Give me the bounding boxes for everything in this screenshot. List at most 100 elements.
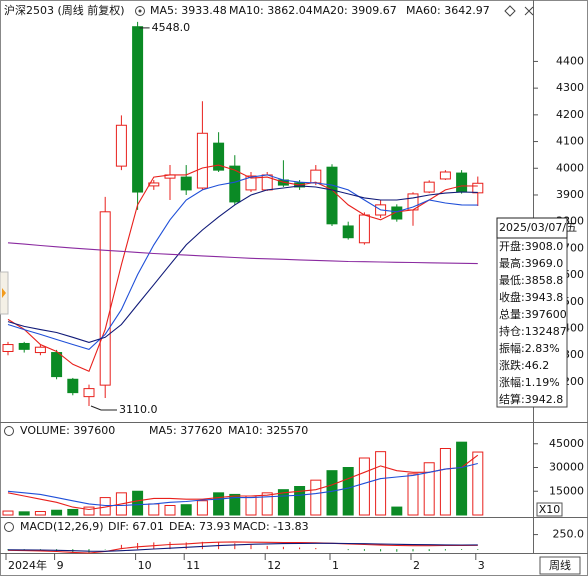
x-tick-label: 11 [186,559,200,572]
volume-bar [375,451,387,516]
volume-bar [407,473,419,516]
candle-body [310,169,322,184]
candle-body [34,346,46,354]
candle-body [472,182,484,194]
volume-bar [277,489,289,516]
candle-body [51,352,63,378]
volume-bar [34,511,46,516]
x-tick-label: 2024年 [8,558,47,572]
candle-body [2,344,14,352]
x-tick-label: 2 [413,559,420,572]
x-tick-label: 9 [57,559,64,572]
candle-body [83,388,95,398]
volume-bar [132,490,144,516]
legend-entry: MA20: 3909.67 [313,4,397,17]
tooltip-row: 结算:3942.8 [499,392,563,406]
tooltip-row: 收盘:3943.8 [499,290,563,304]
side-tab-arrow[interactable] [2,288,6,298]
candle-body [342,225,354,239]
tooltip-row: 最高:3969.0 [499,256,563,270]
x-tick-label: 10 [138,559,152,572]
volume-bar [294,486,306,516]
volume-bar [439,448,451,516]
volume-bar [213,492,225,516]
volume-bar [310,479,322,516]
period-box[interactable] [539,556,581,575]
candle-body [456,172,468,193]
candle-body [229,165,241,203]
candle-body [67,378,79,394]
settings-icon[interactable] [135,6,145,16]
x-tick-label: 3 [478,559,485,572]
macd-label: MACD(12,26,9) [20,520,104,533]
y-tick-label: 4400 [556,54,584,67]
volume-bar [391,506,403,516]
candle-body [245,175,257,191]
legend-entry: DIF: 67.01 [108,520,164,533]
tooltip-row: 最低:3858.8 [499,274,563,287]
x-tick-label: 1 [332,559,339,572]
y-tick-label: 4000 [556,161,584,174]
candle-body [358,214,370,244]
y-tick-label: 30000 [549,461,584,474]
macd-bar-label: MACD: -13.83 [233,520,309,533]
candle-body [439,171,451,180]
tooltip-row: 振幅:2.83% [499,341,560,355]
settings-icon[interactable] [4,426,14,436]
tooltip-date: 2025/03/07/五 [499,221,577,234]
volume-bar [472,451,484,516]
ma-line [7,242,478,265]
chart-title: 沪深2503 (周线 前复权) [4,3,125,17]
volume-bar [164,505,176,516]
ma-line [7,185,478,343]
volume-bar [51,509,63,516]
period-label[interactable]: 周线 [549,558,571,572]
tooltip-row: 涨跌:46.2 [499,358,549,372]
ma-line [7,174,478,351]
annotation: 4548.0 [152,21,191,34]
legend-entry: MA10: 3862.04 [229,4,313,17]
candle-body [196,132,208,189]
tooltip-date-box [496,217,568,239]
legend-entry: DEA: 73.93 [169,520,230,533]
volume-bar [229,493,241,516]
y-tick-label: 4200 [556,108,584,121]
candle-body [132,26,144,193]
candle-body [115,124,127,167]
volume-bar [358,457,370,516]
volume-ma-line [7,454,479,511]
volume-bar [180,504,192,516]
volume-bar [67,508,79,516]
candle-body [213,142,225,171]
settings-icon[interactable] [4,522,14,532]
candle-body [148,182,160,187]
y-tick-label: 250.0 [553,528,585,541]
volume-bar [148,503,160,516]
candle-body [391,206,403,220]
volume-bar [261,492,273,516]
annotation-arrow [90,405,117,411]
unit-label: X10 [539,503,561,516]
settings-icon-dot[interactable] [138,9,142,13]
volume-ma-line [7,462,478,507]
candle-body [99,211,111,386]
macd-line [7,541,478,554]
unit-box [536,502,563,517]
legend-entry: MA5: 3933.48 [150,4,227,17]
candle-body [423,181,435,193]
close-icon[interactable] [524,6,534,16]
volume-bar [423,462,435,516]
volume-bar [2,510,14,516]
volume-bar [342,467,354,516]
legend-entry: MA5: 377620 [149,424,222,437]
annotation: 3110.0 [119,403,158,416]
collapse-icon[interactable] [504,5,516,17]
legend-entry: MA60: 3642.97 [406,4,490,17]
tooltip-row: 涨幅:1.19% [499,376,560,389]
volume-bar [18,511,30,516]
y-tick-label: 15000 [549,484,584,497]
macd-line [7,542,478,552]
tooltip-row: 总量:397600 [499,307,567,321]
